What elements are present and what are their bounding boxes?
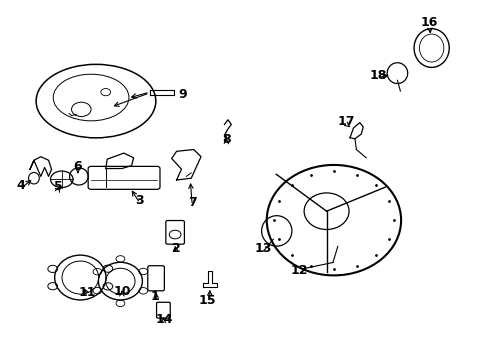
Text: 16: 16	[421, 17, 439, 30]
Text: 17: 17	[338, 116, 355, 129]
Text: 4: 4	[17, 179, 25, 192]
Text: 3: 3	[136, 194, 144, 207]
Text: 14: 14	[156, 312, 173, 326]
Text: 5: 5	[54, 180, 63, 193]
Text: 2: 2	[172, 242, 181, 255]
Text: 15: 15	[198, 294, 216, 307]
Text: 1: 1	[150, 290, 159, 303]
Text: 7: 7	[188, 196, 196, 209]
Text: 18: 18	[369, 69, 387, 82]
Text: 9: 9	[178, 88, 187, 101]
Text: 11: 11	[79, 287, 97, 300]
Text: 6: 6	[74, 160, 82, 173]
Text: 12: 12	[291, 264, 309, 277]
Text: 8: 8	[222, 133, 231, 146]
Text: 10: 10	[113, 285, 131, 298]
Text: 13: 13	[255, 242, 272, 255]
